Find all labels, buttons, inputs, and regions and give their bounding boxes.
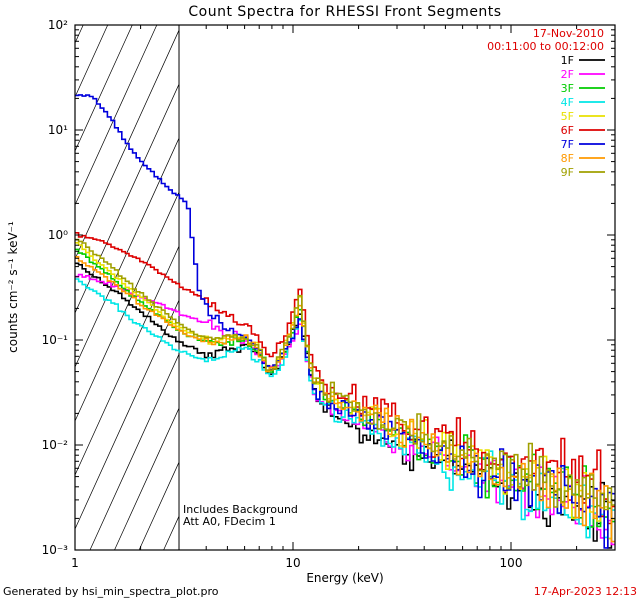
hatch-line	[74, 300, 180, 530]
hatch-line	[74, 24, 158, 206]
observation-datetime: 17-Nov-2010 00:11:00 to 00:12:00	[487, 27, 604, 53]
x-axis-label: Energy (keV)	[306, 571, 384, 585]
y-tick-label: 10¹	[48, 123, 68, 137]
x-tick-labels: 1 10 100	[71, 556, 522, 570]
hatch-line	[74, 192, 180, 422]
plot-annotations: Includes Background Att A0, FDecim 1	[183, 504, 298, 528]
spectrum-line-2F	[75, 273, 615, 546]
render-timestamp: 17-Apr-2023 12:13	[533, 585, 637, 598]
x-tick-label: 1	[71, 556, 79, 570]
hatch-line	[74, 24, 133, 152]
annotation-attenuator-state: Att A0, FDecim 1	[183, 515, 276, 528]
legend-label-7F: 7F	[561, 138, 574, 151]
y-axis-label: counts cm⁻² s⁻¹ keV⁻¹	[6, 221, 20, 353]
x-tick-label: 100	[500, 556, 523, 570]
axis-ticks	[74, 24, 616, 551]
y-tick-label: 10⁻¹	[42, 333, 69, 347]
plot-frame	[74, 24, 616, 551]
spectrum-line-7F	[75, 94, 615, 549]
y-tick-label: 10⁻²	[42, 438, 69, 452]
legend-label-9F: 9F	[561, 166, 574, 179]
hatch-line	[74, 246, 180, 476]
spectrum-line-5F	[75, 242, 615, 540]
x-tick-label: 10	[285, 556, 300, 570]
legend-label-4F: 4F	[561, 96, 574, 109]
hatch-line	[163, 516, 180, 551]
hatch-line	[89, 354, 180, 551]
hatch-line	[114, 408, 180, 551]
y-tick-label: 10⁰	[48, 228, 68, 242]
spectrum-line-9F	[75, 238, 615, 511]
y-tick-label: 10⁻³	[42, 543, 69, 557]
y-tick-label: 10²	[48, 18, 68, 32]
hatch-line	[74, 24, 84, 44]
hatch-line	[74, 24, 109, 98]
legend-label-2F: 2F	[561, 68, 574, 81]
hatch-line	[74, 138, 180, 368]
legend-label-5F: 5F	[561, 110, 574, 123]
spectra-series	[75, 94, 615, 549]
spectrum-line-3F	[75, 248, 615, 528]
y-tick-labels: 10² 10¹ 10⁰ 10⁻¹ 10⁻² 10⁻³	[42, 18, 69, 557]
spectrum-line-4F	[75, 278, 615, 540]
legend-label-6F: 6F	[561, 124, 574, 137]
legend-label-3F: 3F	[561, 82, 574, 95]
observation-date: 17-Nov-2010	[532, 27, 604, 40]
observation-time-range: 00:11:00 to 00:12:00	[487, 40, 604, 53]
chart-title: Count Spectra for RHESSI Front Segments	[188, 4, 502, 20]
generated-by-text: Generated by hsi_min_spectra_plot.pro	[3, 585, 219, 598]
hatch-line	[138, 462, 180, 551]
hatch-line	[74, 30, 180, 260]
hatched-low-energy-region	[74, 24, 180, 551]
spectrum-line-6F	[75, 232, 615, 525]
annotation-includes-background: Includes Background	[183, 503, 298, 516]
legend-label-1F: 1F	[561, 54, 574, 67]
legend-label-8F: 8F	[561, 152, 574, 165]
